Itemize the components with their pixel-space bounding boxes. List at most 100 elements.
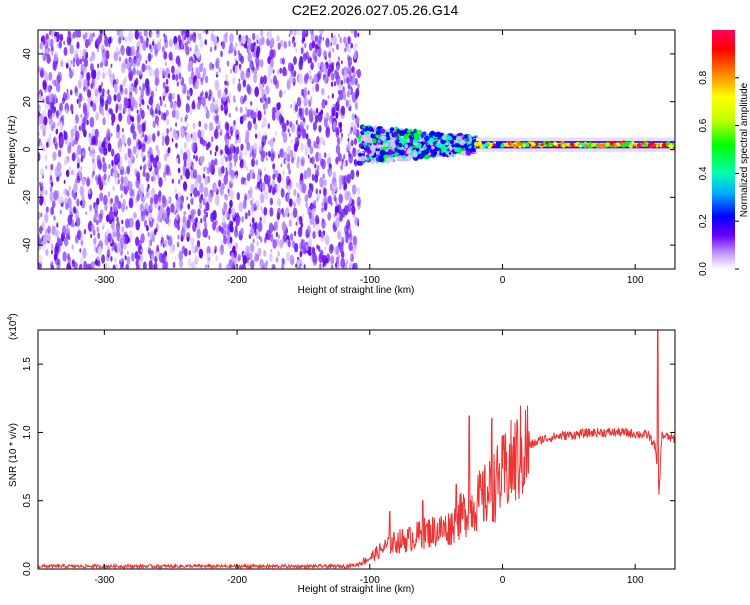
- snr-plot-area: [38, 330, 675, 569]
- heatmap-noise-cell: [137, 139, 141, 147]
- heatmap-noise-cell: [111, 171, 114, 177]
- colorbar-tick-label: 0.2: [698, 214, 709, 228]
- heatmap-noise-cell: [147, 183, 150, 189]
- heatmap-noise-cell: [96, 70, 101, 81]
- heatmap-noise-cell: [222, 230, 227, 239]
- heatmap-noise-cell: [156, 103, 160, 111]
- heatmap-noise-cell: [162, 136, 165, 143]
- heatmap-noise-cell: [292, 207, 298, 219]
- heatmap-noise-cell: [255, 159, 259, 166]
- heatmap-noise-cell: [347, 36, 351, 45]
- heatmap-onset-cell: [360, 137, 363, 141]
- heatmap-noise-cell: [134, 251, 139, 260]
- heatmap-onset-cell: [397, 128, 400, 132]
- heatmap-noise-cell: [167, 146, 171, 154]
- heatmap-noise-cell: [144, 64, 148, 70]
- heatmap-noise-cell: [254, 230, 257, 236]
- heatmap-noise-cell: [339, 243, 344, 254]
- heatmap-noise-cell: [107, 232, 112, 243]
- heatmap-noise-cell: [120, 156, 123, 162]
- heatmap-noise-cell: [242, 254, 247, 265]
- heatmap-noise-cell: [335, 144, 341, 155]
- heatmap-noise-cell: [75, 151, 79, 159]
- heatmap-noise-cell: [118, 36, 122, 45]
- heatmap-carrier-cell: [656, 144, 659, 148]
- heatmap-noise-cell: [185, 126, 188, 131]
- heatmap-noise-cell: [265, 98, 269, 107]
- heatmap-noise-cell: [213, 184, 218, 193]
- heatmap-noise-cell: [299, 172, 304, 181]
- heatmap-noise-cell: [201, 62, 204, 67]
- heatmap-noise-cell: [253, 117, 256, 123]
- heatmap-noise-cell: [233, 152, 238, 163]
- heatmap-noise-cell: [291, 72, 294, 78]
- heatmap-noise-cell: [277, 250, 280, 257]
- heatmap-noise-cell: [190, 237, 195, 247]
- heatmap-noise-cell: [234, 57, 237, 62]
- heatmap-noise-cell: [247, 52, 252, 63]
- heatmap-noise-cell: [100, 61, 103, 68]
- heatmap-noise-cell: [99, 192, 104, 202]
- heatmap-noise-cell: [243, 113, 247, 121]
- heatmap-noise-cell: [349, 260, 353, 269]
- heatmap-noise-cell: [250, 110, 255, 119]
- heatmap-noise-cell: [191, 141, 196, 153]
- heatmap-noise-cell: [197, 129, 202, 139]
- heatmap-noise-cell: [234, 162, 237, 167]
- heatmap-noise-cell: [80, 166, 83, 171]
- heatmap-noise-cell: [159, 67, 163, 75]
- heatmap-noise-cell: [257, 221, 263, 232]
- heatmap-noise-cell: [53, 36, 57, 43]
- heatmap-noise-cell: [337, 56, 340, 62]
- heatmap-noise-cell: [322, 63, 327, 73]
- heatmap-noise-cell: [348, 241, 353, 252]
- heatmap-noise-cell: [133, 211, 137, 220]
- heatmap-noise-cell: [191, 216, 195, 224]
- spectrogram-x-tick-label: 100: [627, 275, 644, 286]
- heatmap-noise-cell: [114, 169, 119, 178]
- heatmap-noise-cell: [118, 138, 122, 145]
- heatmap-onset-cell: [409, 139, 413, 143]
- snr-x-ticks: -300 -200 -100 0 100: [94, 330, 644, 586]
- heatmap-noise-cell: [108, 36, 112, 45]
- heatmap-noise-cell: [253, 73, 258, 84]
- heatmap-noise-cell: [218, 225, 222, 232]
- heatmap-noise-cell: [298, 216, 301, 222]
- heatmap-noise-cell: [86, 89, 91, 98]
- heatmap-noise-cell: [254, 252, 259, 262]
- heatmap-noise-cell: [321, 87, 325, 96]
- heatmap-noise-cell: [203, 208, 207, 215]
- heatmap-noise-cell: [218, 179, 222, 188]
- heatmap-noise-cell: [338, 193, 344, 204]
- heatmap-noise-cell: [347, 83, 351, 90]
- heatmap-noise-cell: [61, 225, 67, 236]
- heatmap-noise-cell: [42, 189, 45, 195]
- heatmap-noise-cell: [123, 176, 129, 188]
- heatmap-noise-cell: [314, 114, 319, 124]
- heatmap-noise-cell: [128, 30, 133, 42]
- heatmap-noise-cell: [324, 195, 328, 202]
- heatmap-noise-cell: [58, 149, 62, 158]
- heatmap-noise-cell: [59, 209, 62, 215]
- heatmap-noise-cell: [290, 103, 293, 109]
- heatmap-noise-cell: [259, 97, 262, 103]
- heatmap-noise-cell: [39, 141, 43, 147]
- heatmap-onset-cell: [370, 160, 375, 165]
- heatmap-noise-cell: [79, 73, 83, 82]
- heatmap-noise-cell: [135, 236, 140, 247]
- heatmap-onset-cell: [370, 144, 376, 151]
- heatmap-noise-cell: [56, 161, 62, 173]
- heatmap-noise-cell: [274, 130, 278, 136]
- heatmap-noise-cell: [106, 128, 111, 138]
- heatmap-noise-cell: [186, 95, 189, 100]
- heatmap-noise-cell: [115, 46, 118, 52]
- heatmap-noise-cell: [311, 156, 315, 165]
- heatmap-noise-cell: [268, 222, 274, 234]
- heatmap-noise-cell: [119, 262, 125, 269]
- heatmap-onset-cell: [400, 135, 404, 139]
- heatmap-noise-cell: [304, 142, 309, 152]
- heatmap-noise-cell: [57, 196, 61, 205]
- snr-y-scale-base: (x10: [8, 320, 19, 340]
- heatmap-noise-cell: [93, 202, 96, 209]
- heatmap-noise-cell: [56, 152, 58, 157]
